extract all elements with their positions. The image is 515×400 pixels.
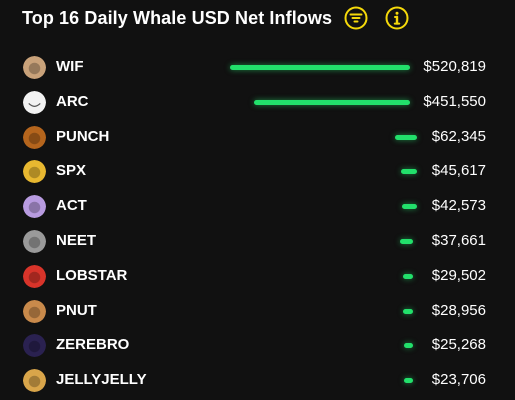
token-symbol: ACT <box>56 197 87 215</box>
punch-icon <box>23 125 46 149</box>
table-row[interactable]: ARC $451,550 <box>0 85 515 120</box>
act-icon <box>23 195 46 219</box>
bar-spx <box>401 169 417 175</box>
info-icon[interactable] <box>385 6 409 30</box>
chart-header: Top 16 Daily Whale USD Net Inflows <box>22 0 409 36</box>
bar-wif <box>230 65 410 70</box>
token-symbol: JELLYJELLY <box>56 371 147 389</box>
table-row[interactable]: WIF $520,819 <box>0 50 515 85</box>
token-symbol: PNUT <box>56 301 97 319</box>
table-row[interactable]: ACT $42,573 <box>0 189 515 224</box>
value-label: $23,706 <box>431 371 486 389</box>
table-row[interactable]: PNUT $28,956 <box>0 294 515 329</box>
neet-icon <box>23 230 46 253</box>
table-row[interactable]: NEET $37,661 <box>0 224 515 259</box>
token-symbol: NEET <box>56 232 97 249</box>
value-label: $62,345 <box>431 127 486 145</box>
bar-neet <box>399 239 413 244</box>
value-label: $37,661 <box>431 232 486 249</box>
jellyjelly-icon <box>23 369 46 393</box>
bar-act <box>402 204 417 210</box>
table-row[interactable]: JELLYJELLY $23,706 <box>0 363 515 398</box>
value-label: $29,502 <box>431 266 486 284</box>
value-label: $520,819 <box>423 58 486 75</box>
token-symbol: SPX <box>56 162 87 180</box>
dog-hat-icon <box>23 56 46 79</box>
bar-zerebro <box>404 343 413 349</box>
token-symbol: LOBSTAR <box>56 266 128 284</box>
table-row[interactable]: PUNCH $62,345 <box>0 120 515 155</box>
value-label: $28,956 <box>431 301 486 319</box>
spx-icon <box>23 160 46 184</box>
table-row[interactable]: LOBSTAR $29,502 <box>0 259 515 294</box>
arc-icon <box>23 90 46 114</box>
squirrel-icon <box>23 299 46 323</box>
token-symbol: WIF <box>56 58 84 75</box>
token-symbol: ARC <box>56 92 89 110</box>
token-symbol: ZEREBRO <box>56 336 130 354</box>
table-row[interactable]: SPX $45,617 <box>0 154 515 189</box>
bar-pnut <box>402 308 413 314</box>
value-label: $25,268 <box>431 336 486 354</box>
table-row[interactable]: ZEREBRO $25,268 <box>0 328 515 363</box>
lobstar-icon <box>23 264 46 288</box>
bar-jellyjelly <box>404 378 413 384</box>
bar-punch <box>395 134 417 140</box>
bar-lobstar <box>402 273 413 279</box>
value-label: $45,617 <box>431 162 486 180</box>
value-label: $451,550 <box>423 92 486 110</box>
chart-title: Top 16 Daily Whale USD Net Inflows <box>22 7 333 28</box>
bar-arc <box>253 99 410 105</box>
token-symbol: PUNCH <box>56 127 110 145</box>
value-label: $42,573 <box>431 197 486 215</box>
zerebro-icon <box>23 334 46 358</box>
filter-icon[interactable] <box>344 6 368 30</box>
